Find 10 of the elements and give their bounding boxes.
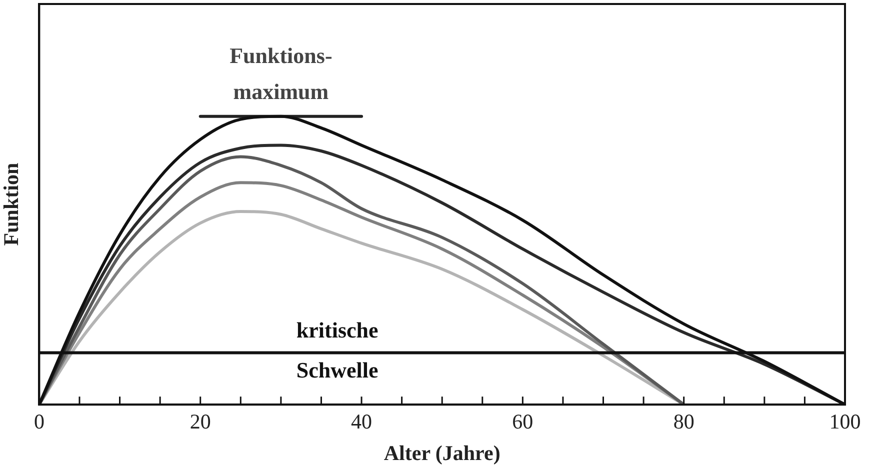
x-tick-label: 40 <box>351 410 372 434</box>
x-tick-label: 60 <box>512 410 534 434</box>
annotation: Funktions- maximum <box>230 43 332 104</box>
x-tick-label: 20 <box>190 410 211 434</box>
x-tick-label: 100 <box>829 410 861 434</box>
x-tick-label: 80 <box>673 410 694 434</box>
x-axis-title: Alter (Jahre) <box>384 440 500 465</box>
y-axis-title: Funktion <box>0 162 24 246</box>
x-tick-label: 0 <box>34 410 44 434</box>
ref-line-label: kritische Schwelle <box>296 317 379 382</box>
